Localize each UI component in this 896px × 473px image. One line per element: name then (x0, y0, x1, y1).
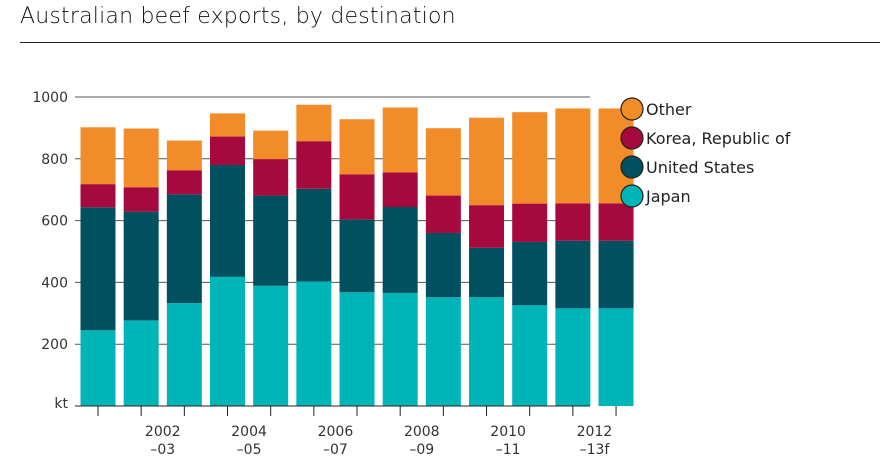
x-tick-label: 2012 (577, 424, 613, 440)
bar-korea-republic-of-2009-10 (469, 205, 505, 248)
title-rule (20, 42, 880, 43)
legend: Other Korea, Republic of United States Japa… (620, 97, 791, 208)
x-tick-label-sub: –07 (323, 442, 348, 458)
x-tick-label: 2004 (231, 424, 267, 440)
bar-korea-republic-of-2000-01 (80, 184, 116, 208)
x-tick-label: 2002 (145, 424, 181, 440)
legend-swatch-other (620, 97, 644, 121)
bar-other-2006-07 (339, 119, 375, 175)
bar-united-states-2001-02 (123, 211, 159, 321)
y-tick-label: 400 (41, 275, 68, 291)
bar-korea-republic-of-2004-05 (253, 159, 289, 196)
bar-united-states-2008-09 (425, 232, 461, 298)
x-tick-label-sub: –03 (150, 442, 175, 458)
x-tick-label: 2008 (404, 424, 440, 440)
bar-united-states-2006-07 (339, 219, 375, 293)
bar-japan-2002-03 (166, 303, 202, 406)
bar-united-states-2011-12 (555, 240, 591, 309)
bar-japan-2003-04 (210, 276, 246, 406)
y-tick-label: 200 (41, 337, 68, 353)
y-axis-unit-label: kt (54, 396, 68, 412)
y-tick-label: 600 (41, 214, 68, 230)
bar-korea-republic-of-2011-12 (555, 203, 591, 241)
bar-japan-2005-06 (296, 281, 332, 406)
bar-other-2008-09 (425, 128, 461, 196)
legend-label-korea-republic-of: Korea, Republic of (646, 129, 791, 148)
x-tick-label: 2006 (318, 424, 354, 440)
chart-title: Australian beef exports, by destination (20, 4, 456, 29)
bar-other-2005-06 (296, 104, 332, 142)
bar-korea-republic-of-2006-07 (339, 174, 375, 220)
x-tick-label-sub: –09 (409, 442, 434, 458)
bar-japan-2001-02 (123, 320, 159, 406)
bar-korea-republic-of-2012-13f (598, 203, 634, 241)
y-tick-label: 800 (41, 152, 68, 168)
bar-other-2001-02 (123, 128, 159, 188)
bar-japan-2006-07 (339, 292, 375, 406)
legend-swatch-korea-republic-of (620, 126, 644, 150)
legend-label-japan: Japan (645, 187, 691, 206)
bar-japan-2004-05 (253, 285, 289, 406)
bar-other-2011-12 (555, 108, 591, 204)
bar-japan-2010-11 (512, 305, 548, 406)
bar-japan-2011-12 (555, 308, 591, 406)
bar-united-states-2005-06 (296, 188, 332, 282)
bar-other-2010-11 (512, 112, 548, 204)
bar-other-2002-03 (166, 140, 202, 171)
bar-korea-republic-of-2008-09 (425, 195, 461, 233)
bar-japan-2000-01 (80, 330, 116, 406)
x-tick-label-sub: –11 (496, 442, 521, 458)
grid-lines (75, 96, 590, 345)
bar-united-states-2002-03 (166, 194, 202, 304)
bar-korea-republic-of-2007-08 (382, 172, 418, 208)
legend-swatch-japan (620, 184, 644, 208)
legend-swatch-united-states (620, 155, 644, 179)
bar-korea-republic-of-2005-06 (296, 141, 332, 189)
bar-united-states-2009-10 (469, 247, 505, 298)
bar-japan-2012-13f (598, 308, 634, 406)
bars (80, 104, 634, 406)
bar-united-states-2010-11 (512, 241, 548, 306)
y-tick-label: 1000 (32, 90, 68, 106)
x-tick-label-sub: –05 (237, 442, 262, 458)
bar-other-2000-01 (80, 127, 116, 185)
bar-korea-republic-of-2010-11 (512, 203, 548, 242)
bar-other-2009-10 (469, 117, 505, 206)
x-tick-label-sub: –13f (580, 442, 611, 458)
x-tick-label: 2010 (490, 424, 526, 440)
bar-japan-2007-08 (382, 292, 418, 406)
bar-united-states-2012-13f (598, 240, 634, 309)
bar-other-2007-08 (382, 107, 418, 173)
bar-japan-2008-09 (425, 297, 461, 406)
bar-japan-2009-10 (469, 297, 505, 406)
bar-other-2003-04 (210, 113, 246, 137)
bar-korea-republic-of-2003-04 (210, 136, 246, 165)
bar-united-states-2003-04 (210, 164, 246, 277)
bar-united-states-2007-08 (382, 207, 418, 293)
bar-korea-republic-of-2002-03 (166, 170, 202, 195)
bar-united-states-2004-05 (253, 195, 289, 286)
legend-label-other: Other (646, 100, 692, 119)
bar-other-2004-05 (253, 130, 289, 160)
bar-united-states-2000-01 (80, 207, 116, 331)
legend-label-united-states: United States (646, 158, 754, 177)
bar-korea-republic-of-2001-02 (123, 187, 159, 212)
